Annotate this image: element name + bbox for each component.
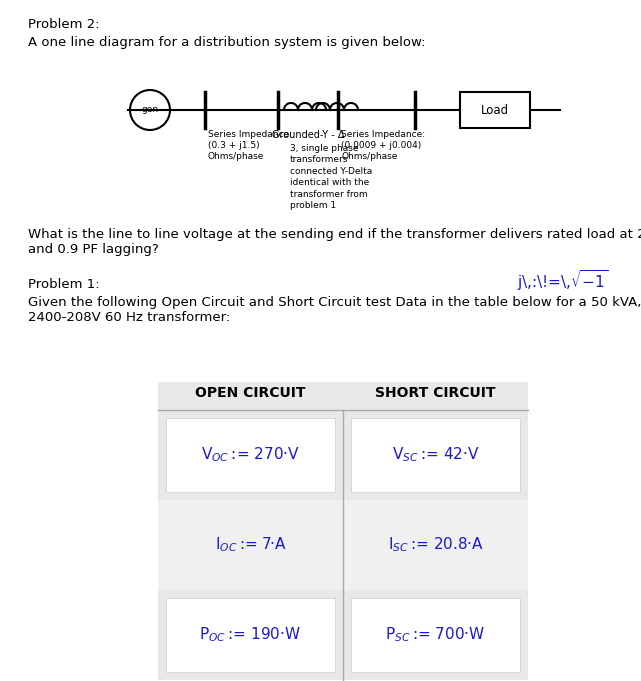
Bar	[166, 598, 335, 672]
Bar	[158, 500, 528, 590]
Bar	[351, 598, 520, 672]
Text: Grounded-Y - Δ: Grounded-Y - Δ	[272, 130, 344, 140]
Text: Problem 2:: Problem 2:	[28, 18, 99, 31]
Text: 3, single phase
transformers
connected Y-Delta
identical with the
transformer fr: 3, single phase transformers connected Y…	[290, 144, 372, 210]
Text: OPEN CIRCUIT: OPEN CIRCUIT	[196, 386, 306, 400]
Bar	[351, 418, 520, 492]
Text: I$_{SC}$ := 20.8·A: I$_{SC}$ := 20.8·A	[388, 536, 483, 554]
Bar	[158, 382, 528, 680]
Text: Given the following Open Circuit and Short Circuit test Data in the table below : Given the following Open Circuit and Sho…	[28, 296, 641, 324]
Text: I$_{OC}$ := 7·A: I$_{OC}$ := 7·A	[215, 536, 287, 554]
Text: Series Impedance:
(0.0009 + j0.004)
Ohms/phase: Series Impedance: (0.0009 + j0.004) Ohms…	[341, 130, 425, 161]
Text: A one line diagram for a distribution system is given below:: A one line diagram for a distribution sy…	[28, 36, 426, 49]
Bar	[166, 418, 335, 492]
Text: V$_{OC}$ := 270·V: V$_{OC}$ := 270·V	[201, 445, 300, 464]
Text: P$_{SC}$ := 700·W: P$_{SC}$ := 700·W	[385, 626, 486, 644]
Bar	[158, 410, 528, 500]
Bar	[158, 590, 528, 680]
Text: Series Impedance:
(0.3 + j1.5)
Ohms/phase: Series Impedance: (0.3 + j1.5) Ohms/phas…	[208, 130, 292, 161]
Bar	[460, 92, 530, 128]
Text: gen: gen	[142, 106, 158, 114]
Text: SHORT CIRCUIT: SHORT CIRCUIT	[375, 386, 495, 400]
Text: What is the line to line voltage at the sending end if the transformer delivers : What is the line to line voltage at the …	[28, 228, 641, 256]
Text: Problem 1:: Problem 1:	[28, 278, 99, 291]
Text: V$_{SC}$ := 42·V: V$_{SC}$ := 42·V	[392, 445, 479, 464]
Text: j\,:\!=\,$\sqrt{-1}$: j\,:\!=\,$\sqrt{-1}$	[517, 268, 608, 293]
Text: Load: Load	[481, 104, 509, 116]
Text: P$_{OC}$ := 190·W: P$_{OC}$ := 190·W	[199, 626, 301, 644]
